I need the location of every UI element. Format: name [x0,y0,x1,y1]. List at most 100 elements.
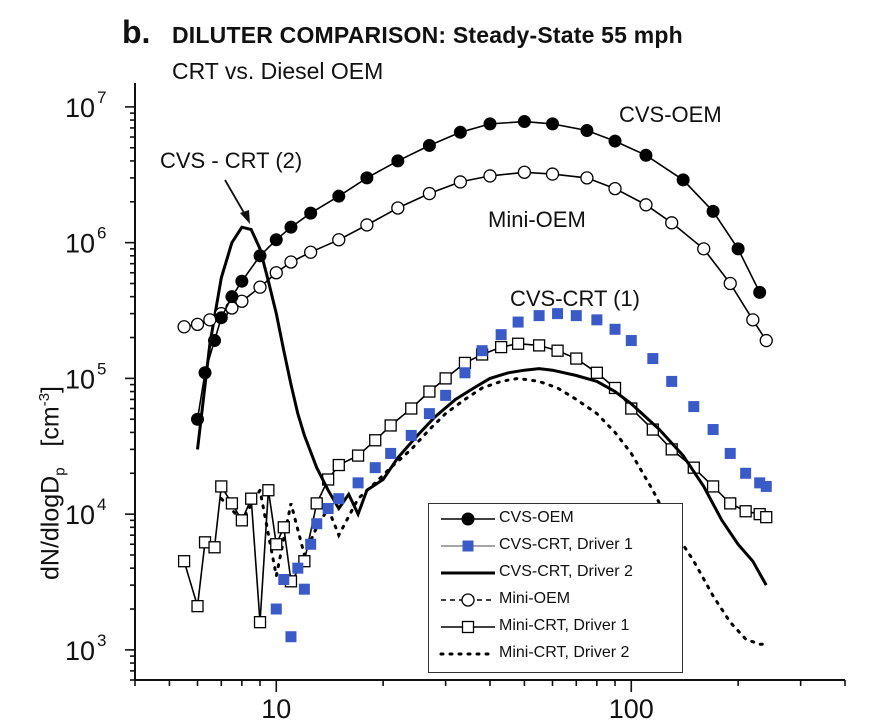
data-point-mini-oem [284,255,298,269]
annotation-cvs-crt1: CVS-CRT (1) [510,286,640,311]
legend-swatch-marker [461,620,475,634]
legend-item: Mini-CRT, Driver 2 [433,643,678,665]
legend-item: CVS-CRT, Driver 1 [433,535,678,557]
legend-swatch-marker [462,540,474,552]
y-tick-label-exponent: 5 [97,359,106,378]
data-point-cvs-oem [269,233,283,247]
legend-label: CVS-OEM [499,509,574,526]
data-point-mini-crt-driver-1 [384,419,397,432]
legend-item: CVS-OEM [433,508,678,530]
data-point-cvs-crt-driver-1 [688,401,700,413]
data-point-cvs-oem [546,117,560,131]
annotation-cvs-crt2: CVS - CRT (2) [160,148,303,173]
data-point-cvs-crt-driver-1 [459,367,471,379]
legend-swatch [441,512,495,526]
data-point-cvs-oem [304,206,318,220]
annotation-mini-oem: Mini-OEM [488,207,586,232]
data-point-cvs-oem [191,412,205,426]
data-point-cvs-crt-driver-1 [305,538,317,550]
data-point-cvs-oem [235,274,249,288]
data-point-cvs-oem [208,334,222,348]
data-point-mini-oem [517,165,532,179]
data-point-cvs-oem [214,311,228,325]
data-point-mini-crt-driver-1 [590,366,604,379]
data-point-cvs-crt-driver-1 [512,316,524,328]
data-point-mini-crt-driver-1 [332,458,345,472]
data-point-cvs-crt-driver-1 [352,477,364,489]
annotation-arrow-head [240,210,250,224]
data-point-cvs-crt-driver-1 [285,631,297,643]
data-point-mini-oem [304,245,318,259]
data-point-mini-oem [665,216,679,230]
data-point-cvs-crt-driver-1 [609,323,621,335]
data-point-cvs-crt-driver-1 [385,447,397,459]
data-point-cvs-crt-driver-1 [322,503,334,515]
data-point-cvs-oem [608,134,622,148]
legend-label: CVS-CRT, Driver 2 [499,563,633,580]
data-point-cvs-oem [753,285,767,299]
data-point-cvs-oem [517,115,531,129]
data-point-cvs-oem [253,249,267,263]
data-point-cvs-crt-driver-1 [724,447,736,459]
data-point-cvs-crt-driver-1 [707,424,719,436]
legend-label: CVS-CRT, Driver 1 [499,536,633,553]
data-point-mini-oem [723,276,737,291]
legend-item: Mini-CRT, Driver 1 [433,616,678,638]
data-point-cvs-crt-driver-1 [533,310,545,322]
data-point-mini-oem [580,171,594,185]
data-point-mini-crt-driver-1 [351,449,365,462]
data-point-cvs-crt-driver-1 [570,310,582,322]
legend-item: Mini-OEM [433,589,678,611]
data-point-mini-crt-driver-1 [423,385,436,398]
data-point-cvs-oem [284,220,298,234]
legend-swatch-marker [461,593,475,607]
legend-swatch [441,540,495,552]
series-line-mini-oem [183,171,767,342]
annotation-arrow-line [224,179,248,219]
data-point-mini-crt-driver-1 [739,505,752,518]
data-point-cvs-oem [198,366,212,380]
data-point-cvs-crt-driver-1 [740,467,752,479]
data-point-mini-oem [746,313,760,327]
data-point-cvs-crt-driver-1 [292,562,304,574]
y-tick-label: 10 [65,636,95,666]
data-point-mini-crt-driver-1 [439,372,452,385]
data-point-cvs-oem [225,290,239,304]
data-point-mini-oem [177,320,191,334]
y-tick-label: 10 [65,500,95,530]
legend-swatch [439,652,497,656]
data-point-cvs-oem [676,173,690,187]
data-point-mini-crt-driver-1 [225,497,239,510]
data-point-mini-crt-driver-1 [724,497,737,510]
y-tick-label-exponent: 4 [97,495,106,514]
data-point-cvs-oem [731,242,745,256]
data-point-mini-crt-driver-1 [551,344,564,357]
data-point-mini-oem [253,280,267,294]
data-point-mini-crt-driver-1 [706,480,720,493]
data-point-mini-crt-driver-1 [494,340,508,354]
data-point-cvs-crt-driver-1 [760,480,772,492]
data-point-cvs-crt-driver-1 [591,314,603,326]
data-point-cvs-oem [706,204,720,218]
chart-title: DILUTER COMPARISON: Steady-State 55 mph [172,22,683,48]
y-tick-label-exponent: 3 [97,631,106,650]
legend-label: Mini-CRT, Driver 2 [499,644,630,661]
data-point-cvs-crt-driver-1 [333,493,345,505]
data-point-cvs-crt-driver-1 [647,353,659,365]
data-point-mini-crt-driver-1 [532,339,546,352]
data-point-mini-oem [332,233,346,247]
data-point-mini-crt-driver-1 [310,497,323,510]
data-point-mini-oem [639,198,653,212]
data-point-mini-crt-driver-1 [277,521,290,534]
data-point-mini-oem [190,317,205,332]
legend-swatch [441,593,495,607]
panel-letter: b. [122,14,151,50]
data-point-mini-crt-driver-1 [215,480,228,493]
data-point-cvs-crt-driver-1 [298,583,310,595]
data-point-mini-crt-driver-1 [458,356,472,370]
x-tick-label: 100 [609,694,654,721]
data-point-mini-oem [697,242,711,256]
data-point-mini-oem [545,167,560,181]
data-point-cvs-crt-driver-1 [552,308,564,320]
